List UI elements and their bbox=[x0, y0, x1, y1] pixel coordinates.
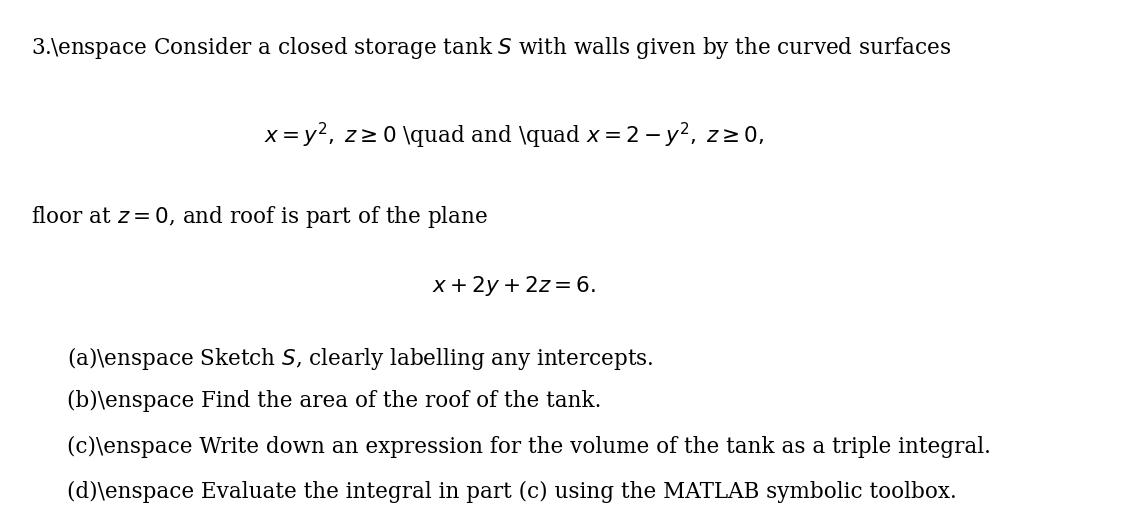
Text: (c)\enspace Write down an expression for the volume of the tank as a triple inte: (c)\enspace Write down an expression for… bbox=[67, 435, 991, 458]
Text: (a)\enspace Sketch $S$, clearly labelling any intercepts.: (a)\enspace Sketch $S$, clearly labellin… bbox=[67, 345, 653, 372]
Text: $x = y^2, \; z \geq 0$ \quad and \quad $x = 2 - y^2, \; z \geq 0,$: $x = y^2, \; z \geq 0$ \quad and \quad $… bbox=[264, 121, 764, 151]
Text: (b)\enspace Find the area of the roof of the tank.: (b)\enspace Find the area of the roof of… bbox=[67, 390, 601, 412]
Text: 3.\enspace Consider a closed storage tank $S$ with walls given by the curved sur: 3.\enspace Consider a closed storage tan… bbox=[31, 35, 951, 61]
Text: floor at $z = 0$, and roof is part of the plane: floor at $z = 0$, and roof is part of th… bbox=[31, 204, 488, 230]
Text: (d)\enspace Evaluate the integral in part (c) using the MATLAB symbolic toolbox.: (d)\enspace Evaluate the integral in par… bbox=[67, 481, 957, 503]
Text: $x + 2y + 2z = 6.$: $x + 2y + 2z = 6.$ bbox=[432, 274, 597, 298]
